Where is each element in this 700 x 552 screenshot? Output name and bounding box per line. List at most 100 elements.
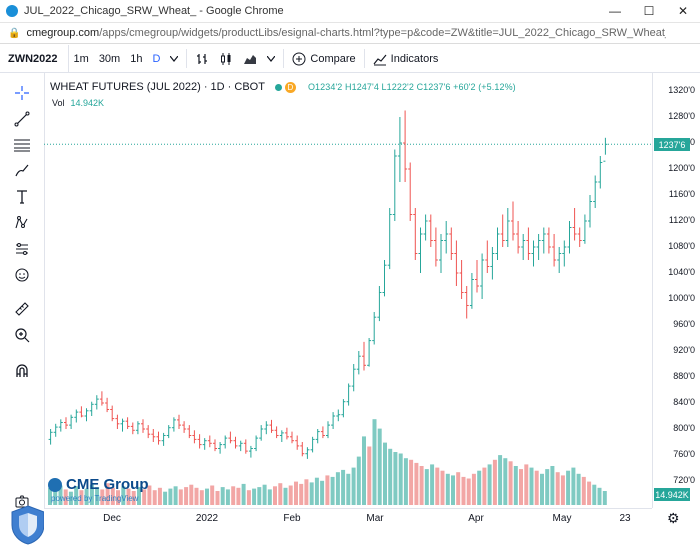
volume-bar bbox=[309, 482, 314, 505]
volume-bar bbox=[367, 446, 372, 505]
volume-bar bbox=[534, 470, 539, 505]
camera-icon[interactable] bbox=[10, 491, 34, 511]
volume-bar bbox=[362, 436, 366, 505]
interval-d-button[interactable]: D bbox=[152, 52, 161, 65]
volume-legend: Vol 14.942K bbox=[52, 98, 104, 108]
ruler-icon[interactable] bbox=[10, 299, 34, 319]
volume-bar bbox=[163, 491, 168, 505]
toolbar-divider bbox=[363, 49, 365, 68]
volume-bar bbox=[487, 464, 492, 505]
text-icon[interactable] bbox=[10, 187, 34, 207]
volume-bar bbox=[529, 467, 534, 505]
interval-30m-button[interactable]: 30m bbox=[98, 52, 121, 65]
volume-bar bbox=[210, 485, 215, 505]
trend-line-icon[interactable] bbox=[10, 109, 34, 129]
price-tick-label: 1040'0 bbox=[668, 267, 695, 277]
url-text[interactable]: cmegroup.com/apps/cmegroup/widgets/produ… bbox=[26, 27, 666, 39]
volume-bar bbox=[152, 490, 157, 505]
market-status-dot-icon bbox=[274, 83, 282, 91]
volume-bar bbox=[335, 472, 340, 505]
volume-bar bbox=[48, 487, 52, 505]
indicators-button[interactable]: Indicators bbox=[368, 45, 444, 72]
series-title[interactable]: WHEAT FUTURES (JUL 2022) · 1D · CBOT bbox=[50, 81, 265, 93]
volume-bar bbox=[587, 481, 592, 505]
volume-bar bbox=[262, 484, 267, 505]
volume-bar bbox=[147, 485, 152, 505]
price-tick-label: 920'0 bbox=[673, 345, 695, 355]
volume-bar bbox=[388, 448, 393, 505]
window-controls: — ☐ ✕ bbox=[598, 0, 700, 22]
bottom-strip bbox=[44, 530, 700, 552]
volume-bar bbox=[205, 488, 209, 505]
price-tick-label: 1120'0 bbox=[668, 215, 695, 225]
candle-style-icon[interactable] bbox=[214, 45, 238, 72]
volume-bar bbox=[199, 490, 204, 505]
chart-canvas[interactable] bbox=[44, 73, 652, 508]
volume-bar bbox=[189, 484, 194, 505]
compare-label: Compare bbox=[310, 52, 356, 65]
magnet-icon[interactable] bbox=[10, 361, 34, 381]
volume-bar bbox=[440, 470, 445, 505]
indicators-label: Indicators bbox=[390, 52, 439, 65]
time-scale[interactable]: Dec 2022 Feb Mar Apr May 23 bbox=[44, 508, 652, 531]
price-tick-label: 800'0 bbox=[673, 423, 695, 433]
horizontal-lines-icon[interactable] bbox=[10, 135, 34, 155]
chart-style-chevron-icon[interactable] bbox=[262, 45, 280, 72]
volume-bar bbox=[461, 476, 466, 505]
pattern-icon[interactable] bbox=[10, 213, 34, 233]
brush-icon[interactable] bbox=[10, 161, 34, 181]
close-button[interactable]: ✕ bbox=[677, 4, 689, 18]
volume-bar bbox=[519, 469, 523, 505]
volume-bar bbox=[403, 458, 408, 505]
volume-bar bbox=[540, 473, 544, 505]
volume-bar bbox=[314, 477, 319, 505]
time-tick-label: 23 bbox=[619, 513, 631, 524]
volume-bar bbox=[383, 442, 387, 505]
minimize-button[interactable]: — bbox=[609, 4, 621, 18]
crosshair-icon[interactable] bbox=[10, 83, 34, 103]
volume-bar bbox=[105, 483, 110, 505]
volume-bar bbox=[225, 489, 230, 505]
smiley-icon[interactable] bbox=[10, 265, 34, 285]
volume-bar bbox=[178, 489, 183, 505]
volume-bar bbox=[513, 466, 518, 505]
volume-bar bbox=[503, 458, 508, 505]
maximize-button[interactable]: ☐ bbox=[643, 4, 655, 18]
volume-bar bbox=[95, 487, 100, 505]
volume-bar bbox=[550, 466, 555, 505]
area-style-icon[interactable] bbox=[238, 45, 262, 72]
time-tick-label: Mar bbox=[366, 513, 384, 524]
volume-bar bbox=[168, 488, 173, 505]
gear-icon[interactable]: ⚙ bbox=[667, 510, 680, 526]
bar-style-icon[interactable] bbox=[190, 45, 214, 72]
volume-bar bbox=[445, 473, 450, 505]
price-tick-label: 1320'0 bbox=[668, 85, 695, 95]
prediction-icon[interactable] bbox=[10, 239, 34, 259]
volume-bar bbox=[79, 490, 84, 505]
symbol-search-button[interactable]: ZWN2022 bbox=[0, 45, 69, 72]
lock-icon: 🔒 bbox=[8, 27, 21, 39]
shield-icon[interactable] bbox=[10, 505, 46, 545]
interval-dropdown-chevron-icon[interactable] bbox=[165, 45, 183, 72]
volume-bar bbox=[126, 488, 131, 505]
volume-bar bbox=[137, 487, 141, 505]
interval-1m-button[interactable]: 1m bbox=[73, 52, 89, 65]
volume-bar bbox=[466, 478, 471, 505]
volume-bar bbox=[294, 481, 298, 505]
time-tick-label: Apr bbox=[468, 513, 484, 524]
price-chart[interactable] bbox=[44, 73, 652, 508]
compare-button[interactable]: Compare bbox=[287, 45, 360, 72]
volume-bar bbox=[566, 470, 571, 505]
volume-bar bbox=[84, 488, 89, 505]
volume-bar bbox=[341, 469, 346, 505]
zoom-in-icon[interactable] bbox=[10, 325, 34, 345]
address-bar[interactable]: 🔒 cmegroup.com/apps/cmegroup/widgets/pro… bbox=[0, 23, 700, 44]
volume-bar bbox=[288, 485, 293, 505]
interval-1h-button[interactable]: 1h bbox=[130, 52, 143, 65]
volume-bar bbox=[592, 484, 597, 505]
price-tick-label: 1200'0 bbox=[668, 163, 695, 173]
powered-by-text[interactable]: powered by TradingView bbox=[51, 494, 139, 503]
price-tick-label: 960'0 bbox=[673, 319, 695, 329]
volume-bar bbox=[377, 428, 382, 505]
volume-bar bbox=[414, 462, 419, 505]
